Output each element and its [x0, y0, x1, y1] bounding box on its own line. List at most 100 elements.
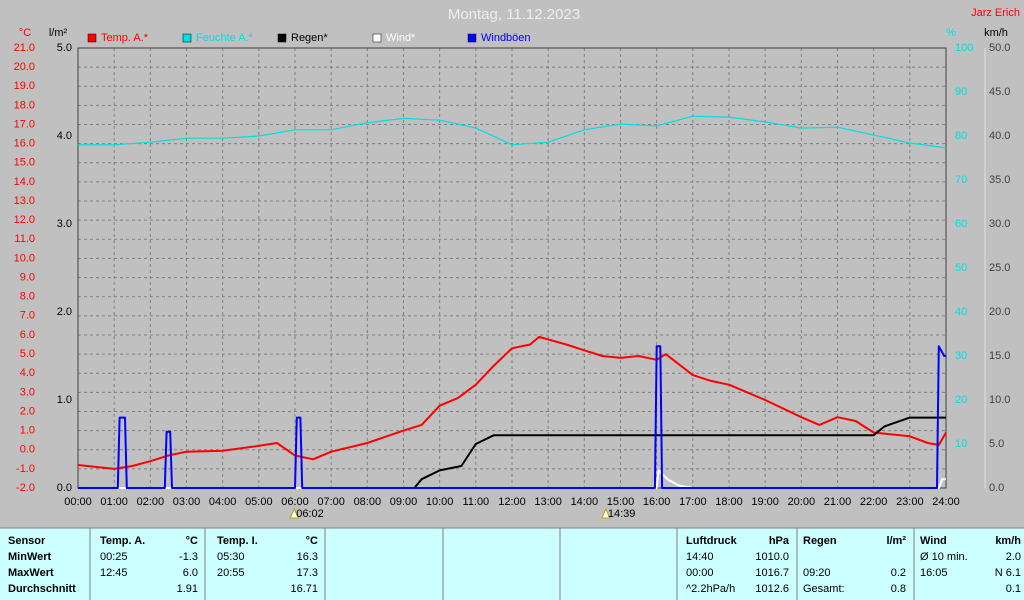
- stats-table: [0, 528, 1024, 600]
- legend-swatch: [467, 33, 477, 43]
- y-tick-label: 18.0: [14, 99, 35, 111]
- y-tick-label: 19.0: [14, 80, 35, 92]
- y-tick-label: 3.0: [20, 386, 35, 398]
- y-tick-label: -1.0: [16, 463, 35, 475]
- legend-label: Windböen: [481, 32, 531, 44]
- series-line: [78, 469, 946, 489]
- y4-tick-label: 50.0: [989, 42, 1010, 54]
- author: Jarz Erich: [971, 7, 1020, 19]
- table-cell: MaxWert: [8, 567, 54, 579]
- y-tick-label: 0.0: [20, 444, 35, 456]
- y-tick-label: 2.0: [20, 405, 35, 417]
- legend-label: Regen*: [291, 32, 328, 44]
- y4-tick-label: 15.0: [989, 350, 1010, 362]
- x-tick-label: 00:00: [64, 496, 92, 508]
- table-cell: °C: [306, 535, 318, 547]
- x-tick-label: 12:00: [498, 496, 526, 508]
- x-tick-label: 01:00: [100, 496, 128, 508]
- y-tick-label: 12.0: [14, 214, 35, 226]
- x-tick-label: 23:00: [896, 496, 924, 508]
- y-tick-label: -2.0: [16, 482, 35, 494]
- y4-tick-label: 25.0: [989, 262, 1010, 274]
- y-tick-label: 5.0: [20, 348, 35, 360]
- legend-label: Feuchte A.*: [196, 32, 254, 44]
- table-cell: N 6.1: [995, 567, 1021, 579]
- x-tick-label: 21:00: [824, 496, 852, 508]
- x-tick-label: 16:00: [643, 496, 671, 508]
- table-cell: Wind: [920, 535, 947, 547]
- sun-icon: [289, 507, 299, 519]
- y-tick-label: 20.0: [14, 61, 35, 73]
- table-cell: Luftdruck: [686, 535, 738, 547]
- y3-tick-label: 40: [955, 306, 967, 318]
- table-cell: l/m²: [886, 535, 906, 547]
- x-tick-label: 14:00: [571, 496, 599, 508]
- legend-label: Temp. A.*: [101, 32, 149, 44]
- y-tick-label: 13.0: [14, 195, 35, 207]
- y4-tick-label: 5.0: [989, 438, 1004, 450]
- y4-tick-label: 45.0: [989, 86, 1010, 98]
- table-cell: 05:30: [217, 551, 245, 563]
- legend-swatch: [182, 33, 192, 43]
- table-cell: Temp. A.: [100, 535, 145, 547]
- y-tick-label: 21.0: [14, 42, 35, 54]
- table-cell: 14:40: [686, 551, 714, 563]
- x-tick-label: 24:00: [932, 496, 960, 508]
- y3-tick-label: 90: [955, 86, 967, 98]
- table-cell: 0.1: [1006, 583, 1021, 595]
- annotation: 06:02: [296, 508, 324, 520]
- y4-tick-label: 40.0: [989, 130, 1010, 142]
- x-tick-label: 17:00: [679, 496, 707, 508]
- table-cell: Temp. I.: [217, 535, 258, 547]
- legend-swatch: [87, 33, 97, 43]
- table-cell: -1.3: [179, 551, 198, 563]
- x-tick-label: 09:00: [390, 496, 418, 508]
- table-cell: Ø 10 min.: [920, 551, 968, 563]
- y3-tick-label: 60: [955, 218, 967, 230]
- series-line: [77, 335, 947, 470]
- x-tick-label: 06:00: [281, 496, 309, 508]
- table-cell: 1012.6: [755, 583, 789, 595]
- x-tick-label: 13:00: [534, 496, 562, 508]
- table-cell: hPa: [769, 535, 790, 547]
- y4-tick-label: 0.0: [989, 482, 1004, 494]
- table-cell: MinWert: [8, 551, 52, 563]
- table-cell: 16.71: [290, 583, 318, 595]
- y4-axis-label: km/h: [984, 27, 1008, 39]
- x-tick-label: 05:00: [245, 496, 273, 508]
- table-cell: 09:20: [803, 567, 831, 579]
- y2-tick-label: 3.0: [57, 218, 72, 230]
- y-tick-label: 9.0: [20, 271, 35, 283]
- y3-tick-label: 30: [955, 350, 967, 362]
- x-tick-label: 10:00: [426, 496, 454, 508]
- y3-tick-label: 80: [955, 130, 967, 142]
- x-tick-label: 18:00: [715, 496, 743, 508]
- y3-tick-label: 100: [955, 42, 973, 54]
- table-cell: 00:00: [686, 567, 714, 579]
- y-tick-label: 6.0: [20, 329, 35, 341]
- y2-tick-label: 0.0: [57, 482, 72, 494]
- series-line: [78, 115, 947, 149]
- chart-title: Montag, 11.12.2023: [448, 6, 580, 23]
- y2-axis-label: l/m²: [49, 27, 68, 39]
- y-tick-label: 1.0: [20, 425, 35, 437]
- y-tick-label: 14.0: [14, 176, 35, 188]
- legend-swatch: [277, 33, 287, 43]
- x-tick-label: 04:00: [209, 496, 237, 508]
- x-tick-label: 11:00: [462, 496, 489, 508]
- y2-tick-label: 2.0: [57, 306, 72, 318]
- table-cell: 20:55: [217, 567, 245, 579]
- x-tick-label: 19:00: [751, 496, 779, 508]
- table-cell: 1010.0: [755, 551, 789, 563]
- table-cell: Regen: [803, 535, 837, 547]
- x-tick-label: 15:00: [607, 496, 635, 508]
- table-cell: Sensor: [8, 535, 46, 547]
- y3-tick-label: 20: [955, 394, 967, 406]
- y4-tick-label: 35.0: [989, 174, 1010, 186]
- legend-label: Wind*: [386, 32, 416, 44]
- y2-tick-label: 5.0: [57, 42, 72, 54]
- y4-tick-label: 30.0: [989, 218, 1010, 230]
- x-tick-label: 02:00: [137, 496, 165, 508]
- y-tick-label: 11.0: [14, 233, 35, 245]
